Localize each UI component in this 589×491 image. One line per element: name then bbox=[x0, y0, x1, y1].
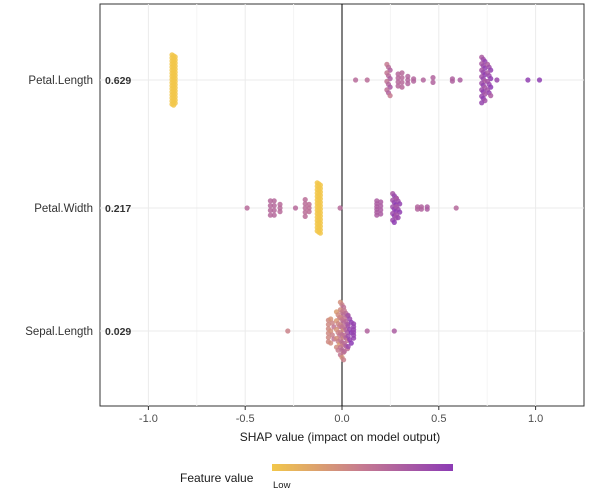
shap-point bbox=[267, 203, 273, 209]
x-tick-label: -0.5 bbox=[236, 413, 255, 425]
legend-low-label: Low bbox=[273, 480, 291, 491]
shap-point bbox=[351, 335, 357, 341]
shap-point bbox=[271, 198, 277, 204]
shap-point bbox=[325, 321, 331, 328]
shap-point bbox=[306, 209, 312, 215]
shap-point bbox=[302, 205, 308, 211]
x-tick-label: 1.0 bbox=[528, 413, 543, 425]
shap-point bbox=[271, 212, 277, 218]
x-tick-label: 0.5 bbox=[431, 413, 446, 425]
feature-importance-label: 0.029 bbox=[105, 326, 131, 338]
shap-point bbox=[341, 348, 347, 354]
shap-point bbox=[277, 205, 283, 211]
shap-point bbox=[328, 340, 334, 346]
shap-point bbox=[395, 79, 401, 85]
x-tick-label: 0.0 bbox=[334, 413, 349, 425]
x-axis-ticks: -1.0 -0.5 0.0 0.5 1.0 bbox=[139, 406, 543, 425]
feature-importance-label: 0.629 bbox=[105, 75, 131, 87]
shap-point bbox=[525, 77, 531, 83]
shap-point bbox=[488, 93, 494, 99]
shap-point bbox=[430, 79, 436, 85]
shap-point bbox=[449, 78, 455, 84]
shap-point bbox=[378, 203, 384, 209]
shap-point bbox=[345, 344, 351, 350]
feature-importance-label: 0.217 bbox=[105, 203, 131, 215]
shap-point bbox=[399, 84, 405, 90]
shap-point bbox=[267, 198, 273, 204]
feature-name-label: Sepal.Length bbox=[25, 326, 93, 338]
shap-point bbox=[364, 77, 370, 83]
color-legend: Feature value Low bbox=[180, 464, 453, 491]
shap-point bbox=[395, 71, 401, 77]
shap-point bbox=[378, 207, 384, 213]
shap-point bbox=[267, 207, 273, 213]
shap-point bbox=[457, 77, 463, 83]
shap-point bbox=[285, 328, 291, 334]
shap-point bbox=[453, 205, 459, 211]
x-tick-label: -1.0 bbox=[139, 413, 158, 425]
shap-point bbox=[405, 73, 411, 79]
shap-point bbox=[395, 75, 401, 81]
shap-point bbox=[430, 75, 436, 81]
shap-point bbox=[399, 75, 405, 81]
shap-point bbox=[420, 77, 426, 83]
shap-point bbox=[271, 203, 277, 209]
shap-point bbox=[328, 316, 334, 322]
shap-point bbox=[271, 207, 277, 213]
shap-point bbox=[378, 211, 384, 217]
shap-point bbox=[374, 212, 380, 218]
shap-point bbox=[387, 93, 393, 99]
shap-point bbox=[328, 328, 334, 334]
shap-point bbox=[277, 201, 283, 207]
shap-point bbox=[391, 219, 397, 225]
shap-point bbox=[399, 70, 405, 76]
shap-point bbox=[348, 340, 354, 346]
shap-point bbox=[395, 83, 401, 89]
beeswarm-points bbox=[169, 52, 543, 363]
shap-point bbox=[341, 357, 347, 363]
x-axis-title: SHAP value (impact on model output) bbox=[240, 430, 441, 444]
legend-colorbar bbox=[272, 464, 453, 471]
shap-point bbox=[302, 209, 308, 215]
shap-point bbox=[337, 205, 343, 211]
feature-labels: Petal.Length 0.629 Petal.Width 0.217 Sepal.L… bbox=[25, 75, 131, 338]
shap-point bbox=[405, 77, 411, 83]
legend-title: Feature value bbox=[180, 471, 254, 485]
shap-point bbox=[317, 230, 323, 236]
shap-point bbox=[411, 78, 417, 84]
feature-name-label: Petal.Length bbox=[28, 75, 93, 87]
shap-point bbox=[302, 213, 308, 219]
shap-point bbox=[267, 212, 273, 218]
shap-point bbox=[306, 205, 312, 211]
shap-point bbox=[395, 215, 401, 221]
shap-point bbox=[391, 328, 397, 334]
shap-point bbox=[325, 334, 331, 341]
shap-point bbox=[364, 328, 370, 334]
shap-point bbox=[479, 100, 485, 106]
shap-point bbox=[405, 81, 411, 87]
shap-point bbox=[414, 206, 421, 212]
shap-point bbox=[171, 102, 177, 108]
shap-point bbox=[306, 201, 312, 207]
shap-point bbox=[329, 320, 335, 326]
shap-point bbox=[536, 77, 543, 83]
shap-point bbox=[302, 197, 308, 203]
shap-point bbox=[244, 205, 250, 211]
shap-point bbox=[399, 79, 405, 85]
shap-point bbox=[418, 206, 424, 212]
shap-point bbox=[329, 332, 335, 338]
shap-point bbox=[353, 77, 359, 83]
shap-point bbox=[494, 77, 500, 83]
shap-point bbox=[302, 201, 308, 207]
feature-name-label: Petal.Width bbox=[34, 203, 93, 215]
shap-point bbox=[292, 205, 299, 211]
shap-point bbox=[424, 206, 430, 212]
shap-point bbox=[277, 209, 283, 215]
shap-point bbox=[378, 199, 384, 205]
